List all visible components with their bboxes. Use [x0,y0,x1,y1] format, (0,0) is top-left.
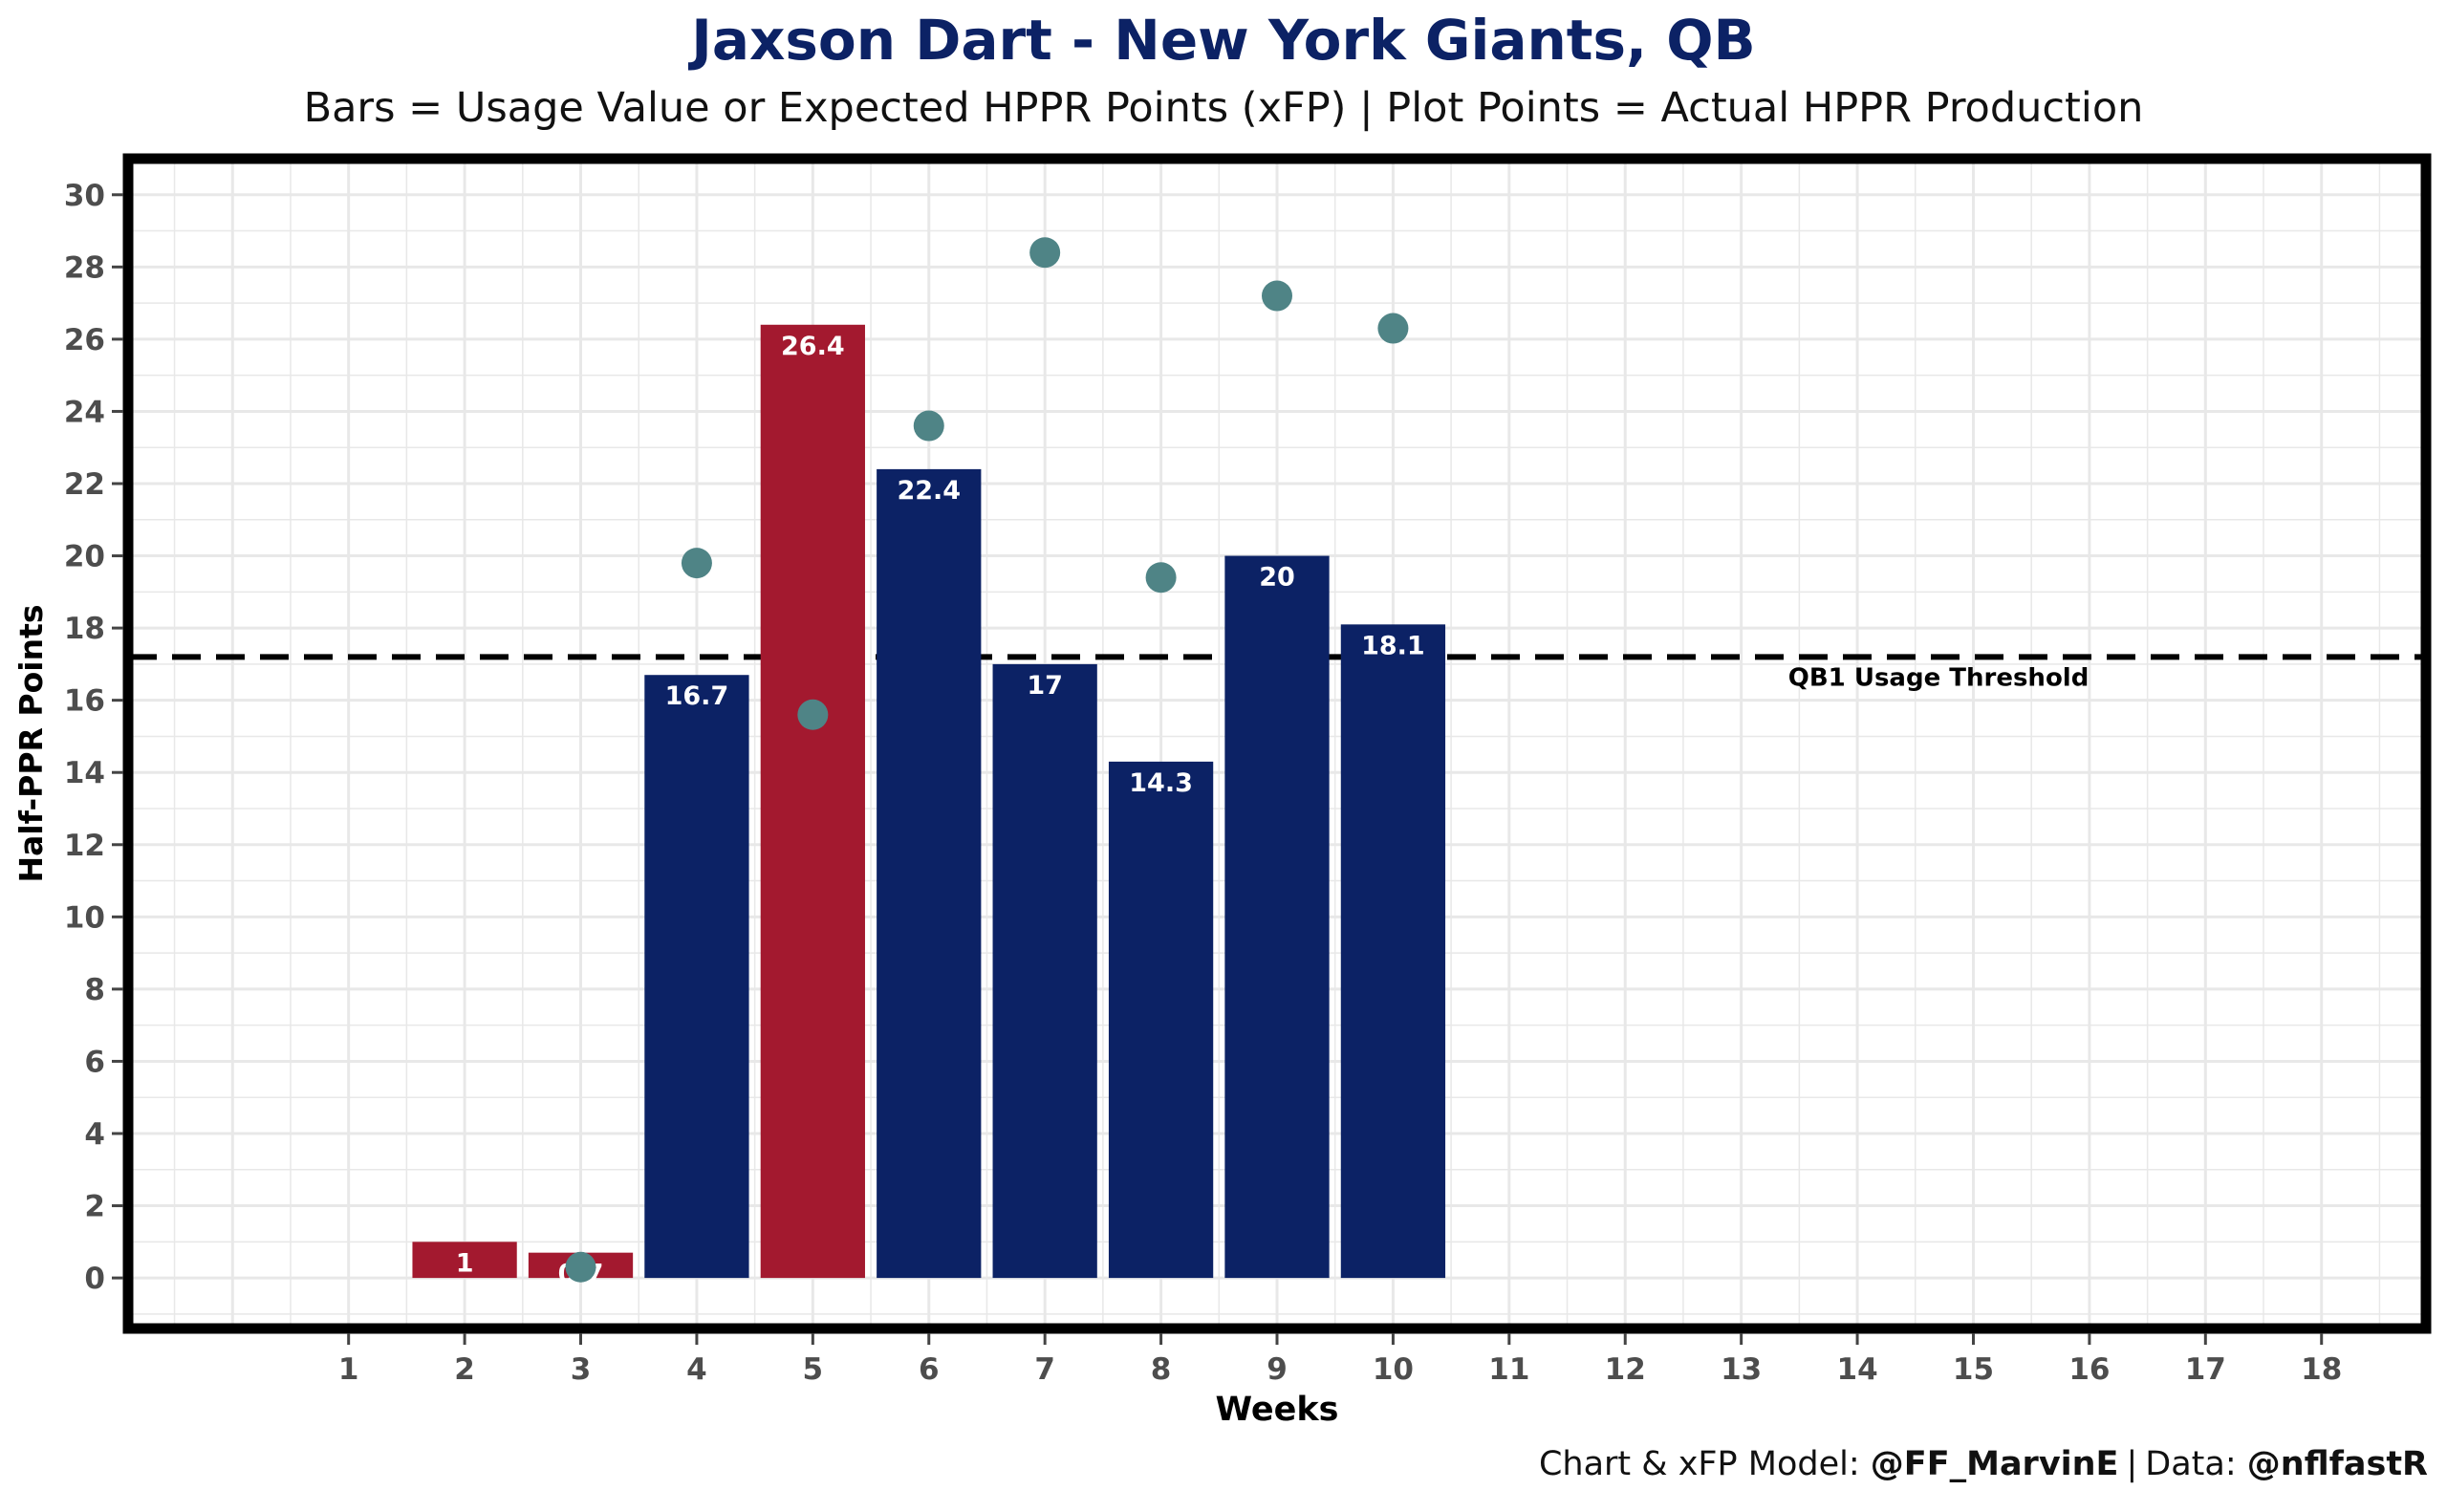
chart-subtitle: Bars = Usage Value or Expected HPPR Poin… [303,84,2144,132]
y-tick-label: 26 [64,323,105,357]
chart-title: Jaxson Dart - New York Giants, QB [691,8,1756,73]
x-tick-label: 14 [1837,1352,1878,1387]
data-handle: @nflfastR [2246,1445,2428,1483]
bar [1108,761,1214,1279]
bar-value-label: 20 [1259,563,1295,593]
bar [412,1242,517,1279]
bar [992,663,1097,1279]
bar-value-label: 17 [1027,671,1063,701]
x-tick-label: 3 [571,1352,592,1387]
y-axis-label: Half-PPR Points [12,604,50,882]
plot-border [122,153,2432,1334]
x-tick-label: 11 [1488,1352,1529,1387]
data-point [1262,280,1292,312]
threshold-label: QB1 Usage Threshold [1788,663,2090,692]
data-point [1029,237,1061,269]
x-tick-label: 17 [2185,1352,2226,1387]
x-tick-label: 10 [1373,1352,1414,1387]
y-tick-label: 24 [64,395,105,429]
y-tick-label: 22 [64,467,105,502]
x-tick-label: 2 [454,1352,475,1387]
bar [877,468,982,1279]
bar-value-label: 18.1 [1361,631,1425,660]
data-point [681,548,712,579]
x-tick-label: 1 [338,1352,359,1387]
credit-separator: | [2126,1445,2138,1483]
bar-value-label: 22.4 [897,476,961,506]
data-point [913,410,944,442]
data-point [1377,313,1409,344]
y-tick-label: 0 [84,1262,105,1296]
y-tick-label: 2 [84,1190,105,1224]
bar-value-label: 26.4 [781,332,845,361]
y-tick-label: 4 [84,1117,105,1152]
point-layer [565,237,1409,1283]
bar-value-label: 1 [456,1248,474,1278]
x-tick-label: 16 [2068,1352,2110,1387]
y-tick-label: 8 [84,973,105,1007]
credit-handle: @FF_MarvinE [1870,1445,2119,1483]
x-tick-label: 12 [1605,1352,1646,1387]
x-tick-label: 8 [1151,1352,1172,1387]
data-prefix: Data: [2145,1445,2237,1483]
y-tick-label: 30 [64,179,105,213]
data-point [565,1251,596,1283]
y-tick-label: 16 [64,684,105,719]
bar [1224,555,1330,1279]
x-axis-ticks: 1 2 3 4 5 6 7 8 9 10 11 12 13 14 15 16 17 18 [338,1333,2342,1387]
x-tick-label: 4 [686,1352,707,1387]
credit-line: Chart & xFP Model: @FF_MarvinE | Data: @nf… [1539,1445,2428,1483]
y-tick-label: 12 [64,829,105,863]
bar [644,675,749,1279]
x-tick-label: 7 [1034,1352,1055,1387]
bar-value-label: 16.7 [665,681,729,711]
x-tick-label: 5 [803,1352,824,1387]
y-tick-label: 18 [64,612,105,646]
bar [760,324,865,1279]
y-tick-label: 28 [64,250,105,285]
credit-prefix: Chart & xFP Model: [1538,1445,1860,1483]
y-tick-label: 6 [84,1045,105,1079]
data-point [797,699,829,730]
x-tick-label: 15 [1953,1352,1994,1387]
y-tick-label: 20 [64,540,105,574]
x-tick-label: 6 [919,1352,940,1387]
x-tick-label: 18 [2301,1352,2342,1387]
x-tick-label: 9 [1267,1352,1288,1387]
y-tick-label: 10 [64,900,105,935]
y-tick-label: 14 [64,756,105,790]
data-point [1145,562,1177,594]
x-axis-label: Weeks [1216,1391,1339,1429]
bar-layer [412,324,1446,1279]
bar-value-label: 14.3 [1129,768,1193,798]
bar [1340,624,1446,1279]
x-tick-label: 13 [1721,1352,1762,1387]
